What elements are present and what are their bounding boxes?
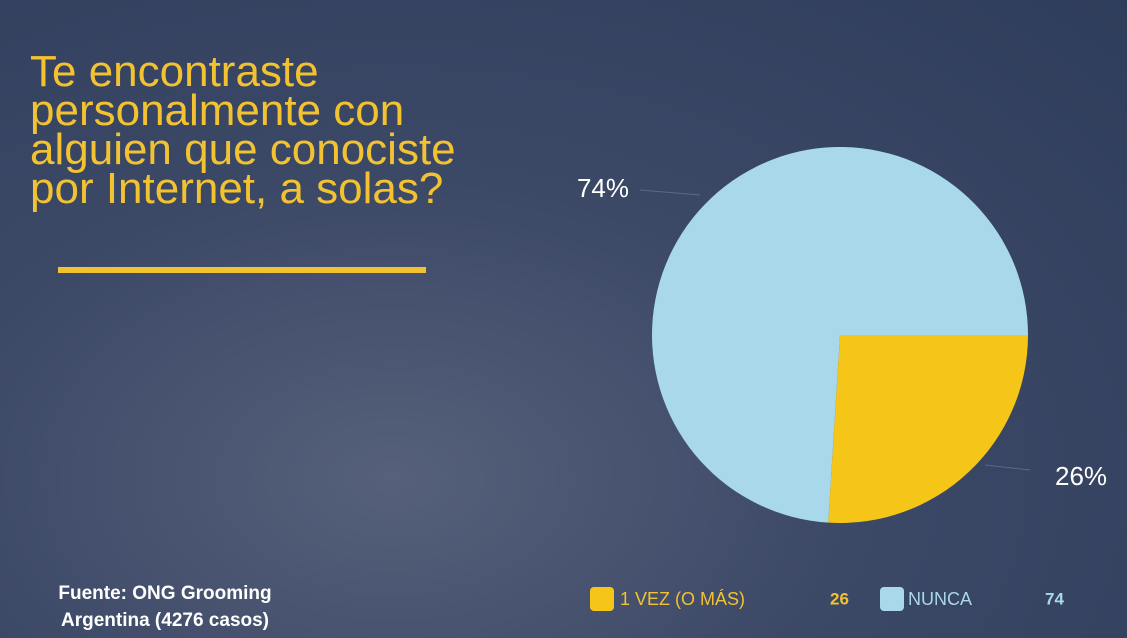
leader-line [984,464,1031,471]
legend-label: NUNCA [908,589,972,609]
title-line: por Internet, a solas? [30,164,444,213]
leader-line [639,189,701,196]
legend-swatch [590,587,614,611]
title-underline [58,267,426,273]
pie-slice [651,146,1028,523]
data-label: 26% [1055,461,1107,491]
legend-value: 26 [830,589,849,608]
title-line: personalmente con [30,86,405,135]
source-note: Fuente: ONG Grooming Argentina (4276 cas… [58,583,272,631]
title-line: Te encontraste [30,47,319,96]
pie-slice [828,335,1028,523]
legend-value: 74 [1045,589,1064,608]
data-label: 74% [577,173,629,203]
chart-title: Te encontraste personalmente con alguien q… [30,47,456,213]
title-line: alguien que conociste [30,125,456,174]
legend-label: 1 VEZ (O MÁS) [620,589,745,609]
legend-swatch [880,587,904,611]
